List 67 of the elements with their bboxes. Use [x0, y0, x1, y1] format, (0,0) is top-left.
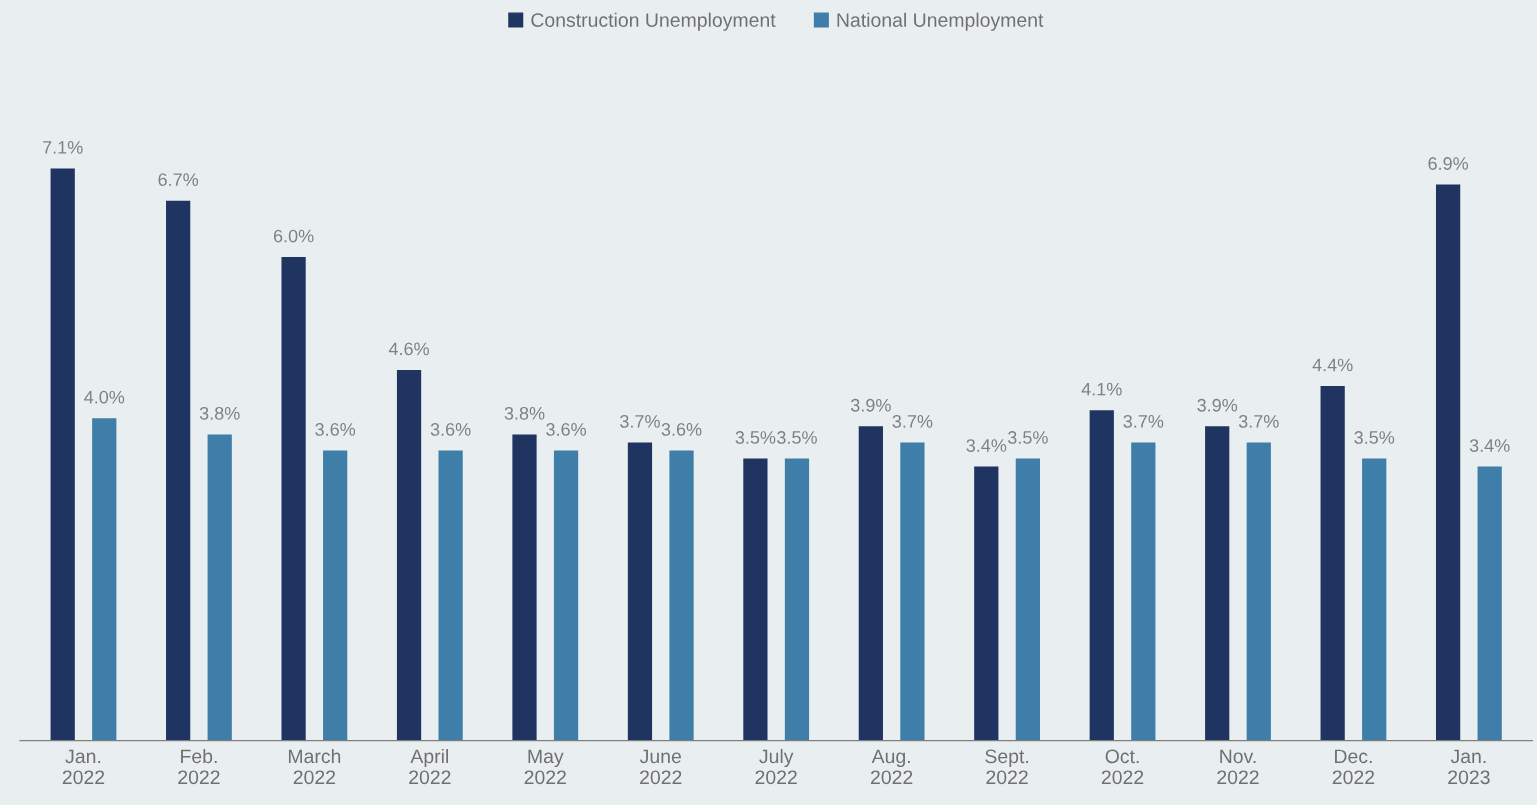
x-tick-label: Oct. 2022: [1101, 749, 1144, 785]
legend-label: National Unemployment: [837, 12, 1044, 31]
x-tick-label: Nov. 2022: [1217, 749, 1259, 785]
bar: [1477, 466, 1502, 741]
data-label: 6.7%: [158, 173, 199, 187]
data-label: 3.7%: [1123, 414, 1164, 428]
data-label: 3.9%: [1197, 398, 1238, 412]
data-label: 3.4%: [1469, 439, 1510, 452]
data-label: 3.7%: [1238, 414, 1279, 428]
bar: [281, 257, 306, 741]
bar: [858, 426, 883, 741]
bar: [207, 434, 232, 741]
bar: [1320, 386, 1345, 741]
data-label: 7.1%: [43, 141, 83, 154]
x-tick-label: April 2022: [409, 748, 451, 785]
bar: [900, 442, 925, 741]
bar: [784, 458, 810, 741]
bar: [1246, 442, 1271, 741]
bar: [396, 369, 422, 741]
bar: [92, 418, 117, 741]
data-label: 3.4%: [966, 439, 1007, 452]
data-label: 3.8%: [199, 406, 240, 420]
data-label: 3.9%: [850, 398, 891, 412]
bar: [1131, 442, 1156, 741]
bar: [166, 200, 191, 741]
x-tick-label: June 2022: [639, 749, 682, 785]
data-label: 4.4%: [1312, 358, 1353, 372]
bar: [1015, 458, 1040, 741]
data-label: 6.0%: [273, 229, 314, 243]
data-label: 4.1%: [1081, 382, 1122, 396]
x-tick-label: Aug. 2022: [870, 749, 913, 785]
x-tick-label: March 2022: [288, 748, 341, 785]
data-label: 3.7%: [620, 414, 660, 428]
data-label: 3.7%: [892, 414, 933, 428]
bar: [1362, 458, 1387, 741]
data-label: 6.9%: [1428, 157, 1469, 170]
bar: [553, 450, 579, 741]
bar: [1089, 410, 1114, 741]
data-label: 3.6%: [661, 423, 702, 436]
bar: [512, 434, 537, 741]
x-tick-label: Jan. 2022: [62, 749, 105, 785]
bar: [669, 450, 694, 741]
bar: [1435, 184, 1461, 741]
data-label: 4.6%: [388, 342, 429, 356]
bar: [323, 450, 348, 741]
data-label: 3.5%: [1354, 431, 1395, 444]
bar: [438, 450, 463, 741]
x-tick-label: Feb. 2022: [178, 748, 220, 785]
data-label: 3.8%: [504, 406, 545, 420]
x-tick-label: May 2022: [524, 749, 566, 785]
x-tick-label: July 2022: [755, 748, 797, 785]
bar: [743, 458, 768, 741]
data-label: 3.5%: [735, 431, 776, 444]
bar: [1205, 426, 1230, 741]
data-label: 4.0%: [84, 390, 125, 404]
x-tick-label: Dec. 2022: [1332, 749, 1375, 785]
bar: [627, 442, 653, 741]
data-label: 3.5%: [1007, 431, 1048, 444]
x-tick-label: Jan. 2023: [1448, 749, 1490, 785]
x-tick-label: Sept. 2022: [985, 749, 1029, 785]
legend-label: Construction Unemployment: [531, 12, 776, 31]
data-label: 3.6%: [546, 423, 586, 436]
data-label: 3.6%: [315, 423, 356, 436]
bar: [974, 466, 999, 741]
data-label: 3.5%: [777, 431, 817, 444]
data-label: 3.6%: [430, 423, 471, 436]
bar: [50, 168, 75, 741]
